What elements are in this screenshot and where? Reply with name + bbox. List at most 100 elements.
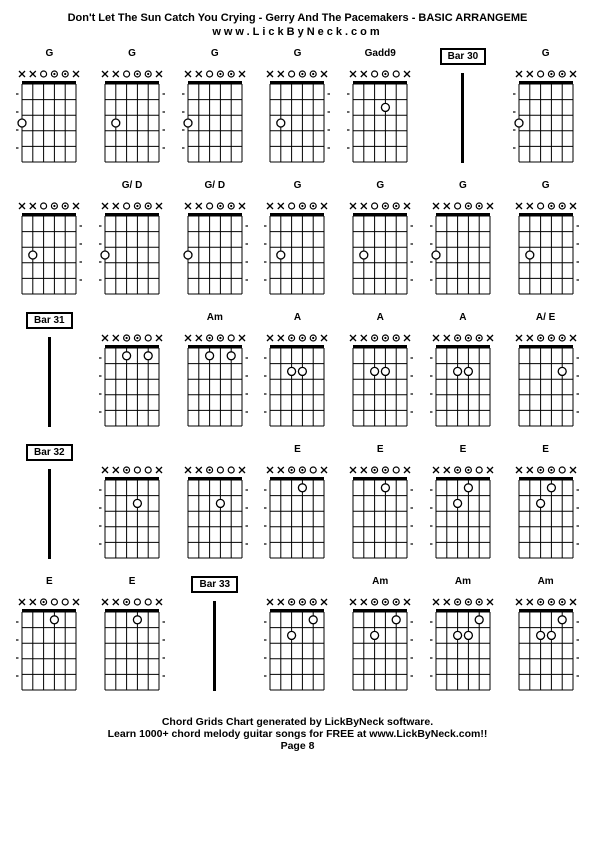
- fretboard-icon: [347, 62, 413, 174]
- fretboard-icon: [99, 194, 165, 306]
- chord-diagram: Am: [176, 312, 254, 438]
- chord-diagram: G: [507, 48, 585, 174]
- chord-name: E: [542, 444, 549, 458]
- chord-diagram: G: [258, 180, 336, 306]
- chord-diagram: Gadd9: [341, 48, 419, 174]
- chord-diagram: G: [424, 180, 502, 306]
- chord-diagram: G: [258, 48, 336, 174]
- fretboard-icon: [182, 62, 248, 174]
- chord-diagram: Am: [341, 576, 419, 702]
- fretboard-icon: [430, 194, 496, 306]
- fretboard-icon: [264, 458, 330, 570]
- chord-name: Am: [538, 576, 554, 590]
- chord-diagram: A: [258, 312, 336, 438]
- chord-diagram: E: [424, 444, 502, 570]
- chord-name: G: [542, 48, 550, 62]
- chord-name: Am: [455, 576, 471, 590]
- fretboard-icon: [99, 326, 165, 438]
- chord-name: G: [45, 48, 53, 62]
- fretboard-icon: [513, 590, 579, 702]
- chord-diagram: A/ E: [507, 312, 585, 438]
- chord-diagram: [258, 576, 336, 702]
- bar-divider: [48, 337, 51, 427]
- chord-diagram: E: [10, 576, 88, 702]
- chord-name: Am: [207, 312, 223, 326]
- chord-name: G/ D: [205, 180, 226, 194]
- fretboard-icon: [182, 194, 248, 306]
- song-title: Don't Let The Sun Catch You Crying - Ger…: [10, 12, 585, 24]
- bar-divider: [213, 601, 216, 691]
- fretboard-icon: [513, 194, 579, 306]
- bar-divider: [48, 469, 51, 559]
- chord-name: E: [294, 444, 301, 458]
- fretboard-icon: [513, 458, 579, 570]
- footer-line-2: Learn 1000+ chord melody guitar songs fo…: [10, 728, 585, 740]
- chord-diagram: G: [176, 48, 254, 174]
- chord-diagram: A: [341, 312, 419, 438]
- chord-name: G: [128, 48, 136, 62]
- fretboard-icon: [347, 590, 413, 702]
- chord-diagram: G/ D: [93, 180, 171, 306]
- chord-name: E: [377, 444, 384, 458]
- chord-diagram: E: [507, 444, 585, 570]
- fretboard-icon: [430, 458, 496, 570]
- fretboard-icon: [16, 590, 82, 702]
- chord-name: Gadd9: [365, 48, 396, 62]
- fretboard-icon: [264, 590, 330, 702]
- chord-grid: G G G G Gadd9 Bar 30 G G/ D G/ D G G G G Bar 31 Am A A A A…: [10, 48, 585, 702]
- fretboard-icon: [513, 326, 579, 438]
- fretboard-icon: [513, 62, 579, 174]
- fretboard-icon: [430, 326, 496, 438]
- chord-diagram: G: [341, 180, 419, 306]
- chord-diagram: E: [93, 576, 171, 702]
- chord-name: E: [460, 444, 467, 458]
- chord-diagram: G/ D: [176, 180, 254, 306]
- bar-marker: Bar 31: [10, 312, 88, 438]
- fretboard-icon: [347, 458, 413, 570]
- chord-name: A: [294, 312, 301, 326]
- page-header: Don't Let The Sun Catch You Crying - Ger…: [10, 12, 585, 38]
- fretboard-icon: [264, 62, 330, 174]
- bar-divider: [461, 73, 464, 163]
- footer-line-1: Chord Grids Chart generated by LickByNec…: [10, 716, 585, 728]
- bar-label: Bar 32: [26, 444, 73, 461]
- fretboard-icon: [347, 326, 413, 438]
- bar-label: Bar 30: [440, 48, 487, 65]
- fretboard-icon: [264, 326, 330, 438]
- site-url: www.LickByNeck.com: [10, 26, 585, 38]
- chord-name: E: [129, 576, 136, 590]
- bar-marker: Bar 30: [424, 48, 502, 174]
- chord-name: A: [459, 312, 466, 326]
- bar-label: Bar 33: [191, 576, 238, 593]
- chord-diagram: G: [93, 48, 171, 174]
- chord-name: G: [294, 180, 302, 194]
- fretboard-icon: [347, 194, 413, 306]
- chord-diagram: G: [10, 48, 88, 174]
- fretboard-icon: [16, 62, 82, 174]
- chord-diagram: A: [424, 312, 502, 438]
- chord-name: G: [459, 180, 467, 194]
- fretboard-icon: [182, 458, 248, 570]
- chord-name: G: [211, 48, 219, 62]
- page-number: Page 8: [10, 740, 585, 752]
- chord-diagram: [93, 444, 171, 570]
- chord-name: G/ D: [122, 180, 143, 194]
- chord-diagram: Am: [507, 576, 585, 702]
- chord-name: A/ E: [536, 312, 555, 326]
- chord-name: G: [376, 180, 384, 194]
- fretboard-icon: [99, 458, 165, 570]
- chord-diagram: E: [341, 444, 419, 570]
- fretboard-icon: [182, 326, 248, 438]
- fretboard-icon: [264, 194, 330, 306]
- chord-diagram: E: [258, 444, 336, 570]
- chord-name: G: [294, 48, 302, 62]
- page-footer: Chord Grids Chart generated by LickByNec…: [10, 716, 585, 752]
- bar-marker: Bar 32: [10, 444, 88, 570]
- chord-diagram: [93, 312, 171, 438]
- chord-diagram: [10, 180, 88, 306]
- fretboard-icon: [16, 194, 82, 306]
- chord-name: Am: [372, 576, 388, 590]
- fretboard-icon: [99, 62, 165, 174]
- chord-diagram: G: [507, 180, 585, 306]
- fretboard-icon: [99, 590, 165, 702]
